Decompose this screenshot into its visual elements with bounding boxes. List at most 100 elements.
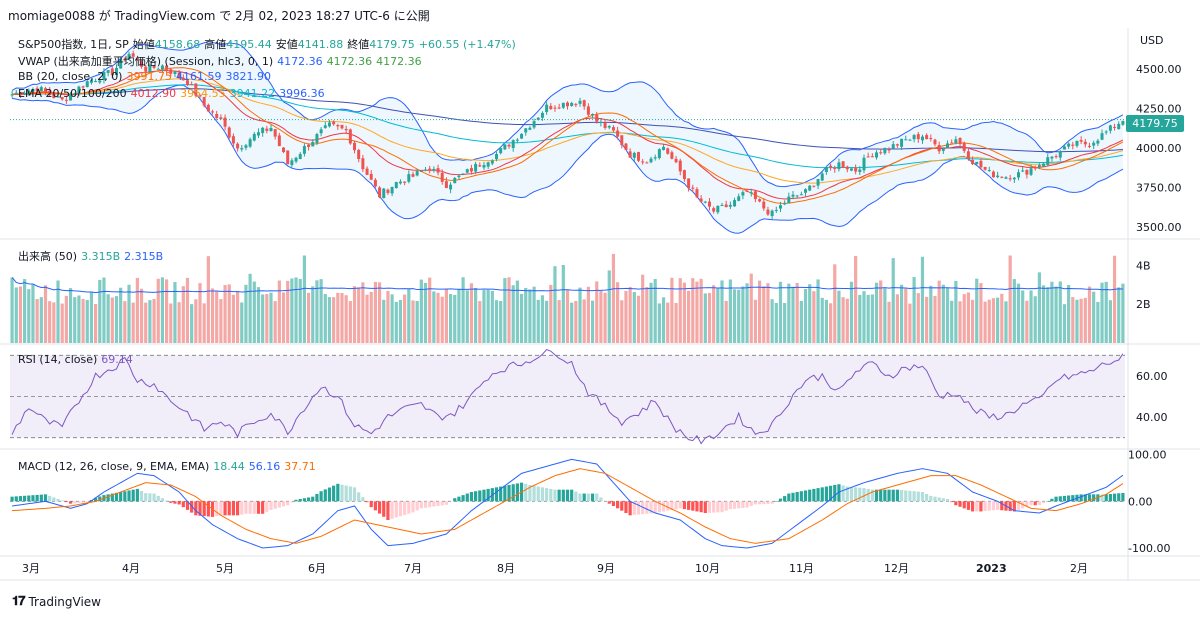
candle-body bbox=[231, 136, 235, 144]
volume-bar bbox=[828, 303, 833, 343]
candle-body bbox=[595, 114, 599, 122]
macd-histogram-bar bbox=[920, 492, 925, 502]
candle-body bbox=[804, 189, 808, 193]
candle-body bbox=[653, 157, 657, 159]
macd-histogram-bar bbox=[578, 493, 582, 502]
macd-histogram-bar bbox=[712, 501, 716, 513]
volume-bar bbox=[302, 255, 307, 343]
macd-histogram-bar bbox=[595, 493, 599, 502]
macd-histogram-bar bbox=[557, 489, 561, 502]
volume-bar bbox=[323, 294, 327, 343]
tradingview-brand[interactable]: 𝟏𝟕 TradingView bbox=[12, 594, 101, 609]
macd-histogram-bar bbox=[436, 501, 440, 506]
candle-body bbox=[298, 154, 302, 160]
macd-histogram-bar bbox=[248, 501, 252, 514]
ema-value: 3996.36 bbox=[279, 87, 325, 100]
volume-bar bbox=[1079, 298, 1083, 343]
candle-body bbox=[515, 139, 519, 141]
macd-histogram-bar bbox=[1079, 494, 1083, 502]
macd-histogram-bar bbox=[298, 499, 302, 502]
volume-bar bbox=[269, 292, 273, 343]
candle-body bbox=[386, 189, 390, 193]
volume-bar bbox=[215, 290, 219, 343]
candle-body bbox=[770, 210, 774, 217]
macd-histogram-bar bbox=[340, 484, 344, 502]
candle-body bbox=[64, 99, 68, 101]
candle-body bbox=[1067, 143, 1071, 147]
volume-bar bbox=[486, 289, 490, 343]
macd-histogram-bar bbox=[148, 493, 152, 502]
macd-histogram-bar bbox=[474, 491, 478, 502]
macd-tick-label: 0.00 bbox=[1128, 495, 1153, 508]
macd-histogram-bar bbox=[486, 488, 490, 502]
candle-body bbox=[361, 158, 365, 170]
candle-body bbox=[879, 152, 883, 154]
candle-body bbox=[712, 208, 716, 212]
candle-body bbox=[670, 152, 674, 159]
macd-histogram-bar bbox=[373, 501, 378, 511]
publish-header: momiage0088 が TradingView.com で 2月 02, 2… bbox=[8, 9, 430, 23]
candle-body bbox=[344, 128, 348, 131]
macd-histogram-bar bbox=[306, 497, 311, 502]
bollinger-band-fill bbox=[12, 41, 1123, 234]
volume-bar bbox=[206, 256, 210, 343]
macd-histogram-bar bbox=[152, 493, 156, 502]
macd-histogram-bar bbox=[1071, 495, 1075, 502]
candle-body bbox=[599, 122, 603, 124]
candle-body bbox=[449, 184, 453, 190]
volume-bar bbox=[762, 286, 766, 343]
macd-histogram-bar bbox=[240, 501, 244, 515]
volume-bar bbox=[899, 284, 904, 343]
candle-body bbox=[624, 143, 628, 150]
volume-bar bbox=[795, 282, 799, 343]
candle-body bbox=[687, 178, 691, 189]
macd-histogram-bar bbox=[1117, 493, 1121, 502]
candle-body bbox=[511, 140, 515, 149]
candle-body bbox=[10, 94, 14, 96]
macd-histogram-bar bbox=[620, 501, 624, 511]
volume-bar bbox=[332, 297, 336, 343]
rsi-legend: RSI (14, close) 69.14 bbox=[18, 353, 137, 366]
volume-bar bbox=[1117, 287, 1121, 343]
volume-bar bbox=[306, 292, 311, 343]
candle-body bbox=[390, 187, 394, 194]
volume-bar bbox=[603, 292, 607, 343]
volume-bar bbox=[1092, 291, 1096, 343]
candle-body bbox=[248, 139, 252, 147]
macd-histogram-bar bbox=[281, 501, 286, 507]
candle-body bbox=[916, 134, 920, 140]
volume-bar bbox=[1058, 281, 1062, 343]
volume-bar bbox=[231, 294, 236, 343]
volume-bar bbox=[169, 303, 173, 343]
volume-bar bbox=[916, 293, 920, 343]
candle-body bbox=[190, 84, 194, 86]
volume-bar bbox=[461, 277, 465, 343]
candle-body bbox=[127, 53, 131, 60]
volume-bar bbox=[574, 300, 578, 343]
candle-body bbox=[282, 147, 286, 153]
candle-body bbox=[1079, 140, 1083, 142]
candle-body bbox=[348, 129, 352, 144]
macd-histogram-bar bbox=[716, 501, 720, 513]
candle-body bbox=[645, 162, 649, 164]
volume-bar bbox=[945, 287, 950, 343]
macd-histogram-bar bbox=[895, 489, 900, 502]
macd-line bbox=[12, 458, 1124, 549]
volume-bar bbox=[1104, 281, 1108, 343]
macd-histogram-bar bbox=[23, 495, 27, 502]
macd-histogram-bar bbox=[799, 491, 803, 502]
candle-body bbox=[415, 171, 419, 176]
volume-bar bbox=[641, 274, 645, 343]
macd-histogram-bar bbox=[219, 501, 223, 516]
macd-histogram-bar bbox=[532, 485, 536, 502]
volume-bar bbox=[632, 292, 636, 343]
volume-bar bbox=[423, 282, 428, 343]
macd-histogram-bar bbox=[1000, 501, 1004, 511]
volume-bar bbox=[883, 288, 887, 343]
volume-bar bbox=[649, 282, 653, 343]
candle-body bbox=[444, 181, 448, 189]
candle-body bbox=[323, 125, 327, 128]
candle-body bbox=[954, 139, 958, 144]
volume-bar bbox=[1000, 293, 1004, 343]
macd-histogram-bar bbox=[691, 501, 695, 511]
